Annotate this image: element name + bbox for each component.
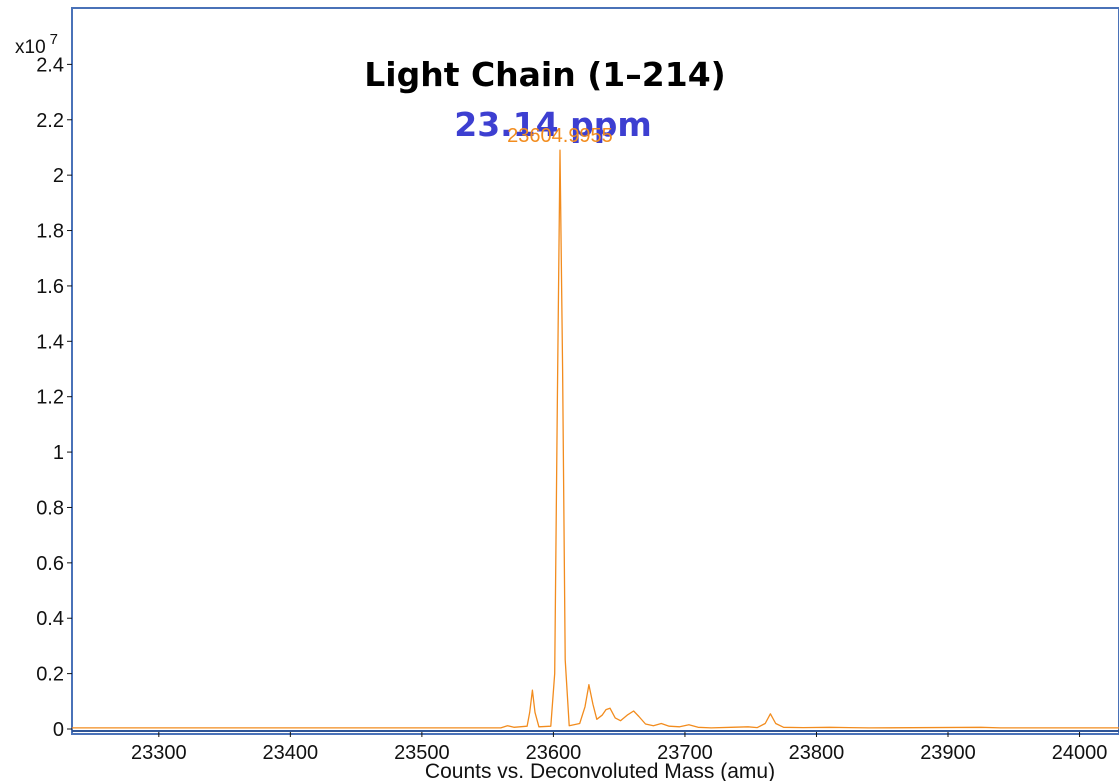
- y-tick-label: 0: [53, 719, 64, 741]
- y-axis: 0 0.2 0.4 0.6 0.8 1 1.2 1.4 1.6 1.8 2 2.2 2.4: [36, 54, 72, 741]
- chart-title: Light Chain (1–214): [364, 55, 726, 94]
- y-tick-label: 0.6: [36, 553, 64, 575]
- x-tick-label: 23400: [263, 742, 319, 764]
- spectrum-line-0: [72, 149, 1119, 729]
- series-layer: [72, 149, 1119, 729]
- y-tick-label: 2.2: [36, 110, 64, 132]
- y-multiplier: x10 7: [15, 31, 58, 58]
- y-tick-label: 0.2: [36, 664, 64, 686]
- x-tick-label: 23600: [526, 742, 582, 764]
- y-tick-label: 0.4: [36, 608, 64, 630]
- y-tick-label: 1.6: [36, 276, 64, 298]
- x-tick-label: 23500: [394, 742, 450, 764]
- x-tick-label: 24000: [1052, 742, 1108, 764]
- x-axis-label: Counts vs. Deconvoluted Mass (amu): [425, 760, 775, 781]
- y-tick-label: 1: [53, 442, 64, 464]
- x-tick-label: 23900: [920, 742, 976, 764]
- y-tick-label: 0.8: [36, 497, 64, 519]
- x-tick-label: 23300: [131, 742, 187, 764]
- plot-frame: [71, 7, 1119, 735]
- y-tick-label: 2: [53, 165, 64, 187]
- peak-label: 23604.9955: [507, 125, 613, 147]
- y-tick-label: 1.4: [36, 331, 64, 353]
- y-tick-label: 2.4: [36, 54, 64, 76]
- y-tick-label: 1.8: [36, 221, 64, 243]
- x-tick-label: 23800: [789, 742, 845, 764]
- y-multiplier-exponent: 7: [50, 31, 58, 48]
- x-tick-label: 23700: [657, 742, 713, 764]
- chart-subtitle: 23.14 ppm: [454, 105, 652, 144]
- x-axis: 23300 23400 23500 23600 23700 23800 23900 24000: [131, 731, 1107, 764]
- y-tick-label: 1.2: [36, 387, 64, 409]
